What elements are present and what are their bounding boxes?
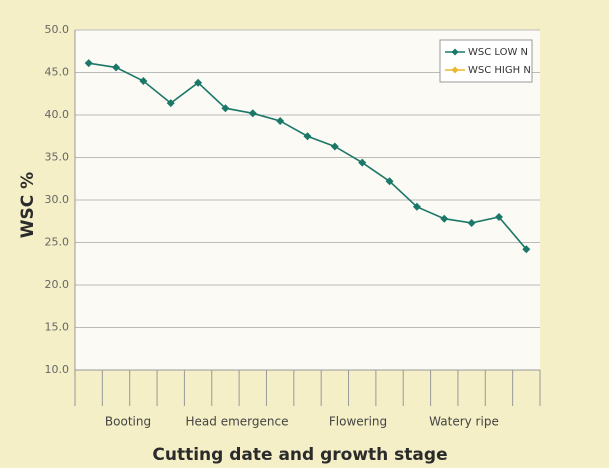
data-point [139,77,148,85]
stage-label: Flowering [329,415,387,429]
legend-box [439,39,533,83]
y-axis-title: WSC % [18,172,38,238]
data-point [440,214,449,223]
data-point [221,104,230,113]
legend-marker [451,48,459,56]
data-point [358,158,367,167]
y-tick-label: 20.0 [45,278,70,291]
stage-label: Booting [105,415,151,429]
data-point [248,109,257,118]
stage-label: Watery ripe [429,415,499,429]
data-point [385,177,394,186]
y-tick-label: 25.0 [45,236,70,249]
y-tick-label: 35.0 [45,151,70,164]
data-point [166,99,175,108]
y-tick-label: 40.0 [45,108,70,121]
y-tick-label: 50.0 [45,23,70,36]
data-point [112,63,121,72]
data-point [522,245,531,254]
y-tick-label: 15.0 [45,321,70,334]
data-point [412,202,421,211]
data-point [467,218,476,227]
data-point [303,132,312,141]
y-tick-label: 30.0 [45,193,70,206]
y-tick-label: 10.0 [45,363,70,376]
x-axis-title: Cutting date and growth stage [152,445,447,465]
legend-marker [451,66,459,74]
data-point [276,116,285,125]
data-point [494,213,503,221]
data-point [194,78,203,87]
legend-label: WSC LOW N [468,47,528,58]
data-point [330,142,339,151]
data-point [84,59,93,68]
legend-label: WSC HIGH N [468,65,531,76]
y-tick-label: 45.0 [45,66,70,79]
stage-label: Head emergence [186,415,289,429]
